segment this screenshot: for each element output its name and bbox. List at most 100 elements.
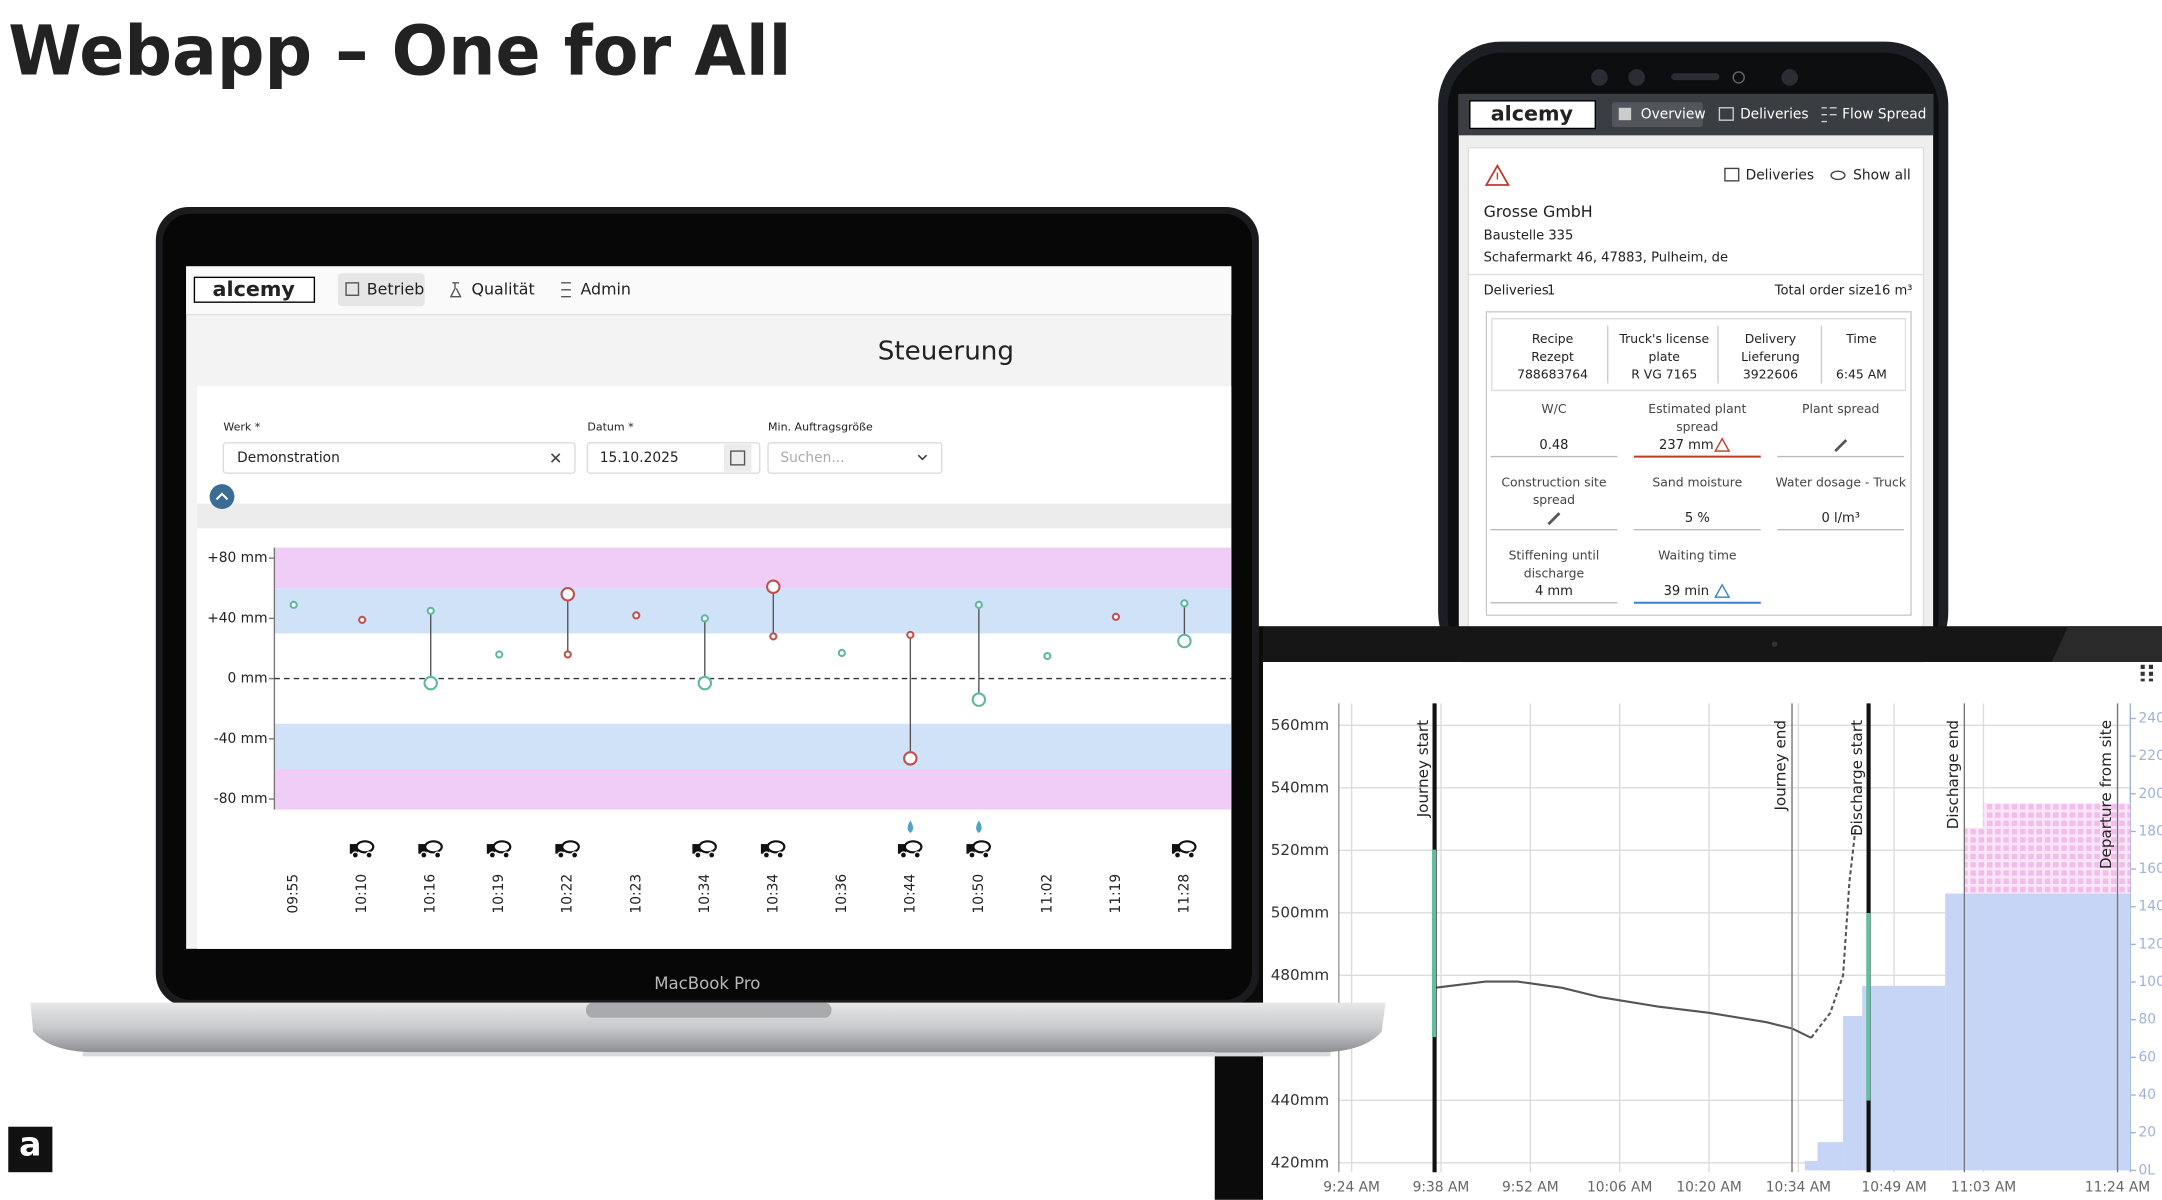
x-tick-label: 11:02 [1039, 874, 1055, 914]
y2-tick-label: 40 [2139, 1087, 2157, 1103]
truck-icon [1173, 851, 1182, 859]
field-label: Estimated plant [1648, 401, 1746, 416]
x-tick-label: 11:24 AM [2085, 1179, 2150, 1195]
truck-icon [1187, 851, 1196, 859]
data-point [766, 579, 781, 594]
x-tick-label: 10:20 AM [1676, 1179, 1741, 1195]
camera [1732, 71, 1745, 84]
x-tick-label: 10:36 [834, 874, 850, 914]
truck-icon [694, 851, 702, 859]
drop-icon [907, 820, 914, 834]
y2-tick-label: 120 [2139, 936, 2162, 952]
x-tick-label: 9:24 AM [1323, 1179, 1380, 1195]
event-label: Journey end [1771, 720, 1789, 812]
band [274, 547, 1232, 589]
x-tick-label: 9:52 AM [1502, 1179, 1559, 1195]
phone-logo[interactable]: alcemy [1491, 102, 1574, 126]
truck-icon [420, 851, 428, 859]
speaker [1671, 73, 1720, 81]
header-label: Lieferung [1741, 349, 1800, 364]
app-logo-box [193, 276, 316, 303]
camera [1591, 69, 1608, 86]
edit-icon[interactable] [1834, 439, 1848, 453]
filter-input[interactable] [586, 442, 761, 474]
phone-nav-item[interactable]: Overview [1641, 107, 1706, 123]
nav-item[interactable]: Admin [580, 279, 631, 298]
truck-icon [555, 844, 564, 854]
card-action[interactable]: Show all [1853, 167, 1911, 183]
site: Baustelle 335 [1484, 228, 1574, 243]
filter-input[interactable] [222, 442, 576, 474]
truck-icon [762, 851, 771, 859]
chevron [917, 454, 928, 461]
truck-icon [966, 844, 975, 854]
card-action[interactable]: Deliveries [1746, 167, 1814, 183]
x-tick-label: 11:19 [1108, 874, 1124, 914]
phone-nav-item[interactable]: Deliveries [1740, 107, 1808, 123]
header-value: 3922606 [1743, 367, 1798, 382]
band [274, 723, 1232, 769]
laptop-notch [586, 1002, 832, 1018]
app-logo[interactable]: alcemy [213, 277, 296, 301]
page-title: Steuerung [878, 336, 1014, 366]
volume-area [1945, 893, 2131, 1171]
data-point [563, 650, 572, 659]
truck-icon [351, 851, 360, 859]
x-tick-label: 10:23 [628, 874, 644, 914]
data-point [1111, 612, 1120, 621]
data-point [697, 675, 713, 691]
drag-handle[interactable] [2140, 664, 2154, 682]
truck-icon [903, 840, 923, 854]
header-label: Rezept [1531, 349, 1574, 364]
header-label: Delivery [1745, 331, 1796, 346]
clear-icon[interactable] [550, 453, 561, 463]
filter-input[interactable] [767, 442, 943, 474]
x-tick-label: 10:34 [697, 874, 713, 914]
truck-icon [433, 851, 442, 859]
camera [1781, 69, 1798, 86]
spread-line [1810, 825, 1857, 1039]
header-value: 6:45 AM [1836, 367, 1887, 382]
x-tick-label: 10:50 [971, 874, 987, 914]
x-tick-label: 11:03 AM [1951, 1179, 2016, 1195]
y-tick-label: +80 mm [207, 550, 267, 566]
nav-item[interactable]: Qualität [472, 279, 535, 298]
order-label: Total order size [1774, 284, 1874, 299]
laptop-chart: +80 mm +40 mm 0 mm -40 mm -80 mm 09:55 10:10 10… [207, 547, 1232, 914]
volume-area [1843, 1015, 1863, 1171]
nav-selected [337, 273, 425, 307]
data-point [974, 600, 983, 609]
calendar-button[interactable] [723, 444, 752, 472]
edit-icon[interactable] [1547, 512, 1561, 526]
x-tick-label: 10:16 [423, 874, 439, 914]
data-point [1177, 633, 1192, 649]
data-point [560, 587, 575, 602]
event-label: Journey start [1414, 720, 1432, 818]
nav-item[interactable]: Betrieb [367, 279, 425, 298]
deliveries-label: Deliveries [1484, 284, 1549, 299]
field-label: Waiting time [1658, 547, 1736, 562]
field-label: Plant spread [1802, 401, 1879, 416]
logo-text: a [19, 1125, 41, 1164]
field-label: spread [1676, 419, 1718, 434]
field-label: Water dosage - Truck [1775, 474, 1906, 489]
laptop: MacBook Pro alcemy Betrieb Qualität Admi… [30, 207, 1386, 1057]
event-label: Discharge start [1848, 720, 1866, 836]
logo-box [8, 1126, 53, 1173]
data-point [426, 606, 435, 615]
nav-selected [1611, 102, 1703, 128]
phone-nav-item[interactable]: Flow Spread [1842, 107, 1926, 123]
truck-icon [776, 851, 784, 859]
data-point [632, 611, 641, 620]
y2-tick-label: 80 [2139, 1012, 2157, 1028]
collapse-button[interactable] [209, 484, 235, 509]
truck-icon [492, 840, 512, 854]
x-tick-label: 10:44 [902, 874, 918, 914]
header-value: 788683764 [1517, 367, 1588, 382]
y2-tick-label: 20 [2139, 1125, 2157, 1141]
data-point [1180, 599, 1189, 608]
truck-icon [1177, 840, 1197, 854]
field-value: 0 l/m³ [1821, 511, 1860, 526]
tablet-camera [1771, 641, 1778, 647]
y-tick-label: 420mm [1271, 1153, 1329, 1171]
